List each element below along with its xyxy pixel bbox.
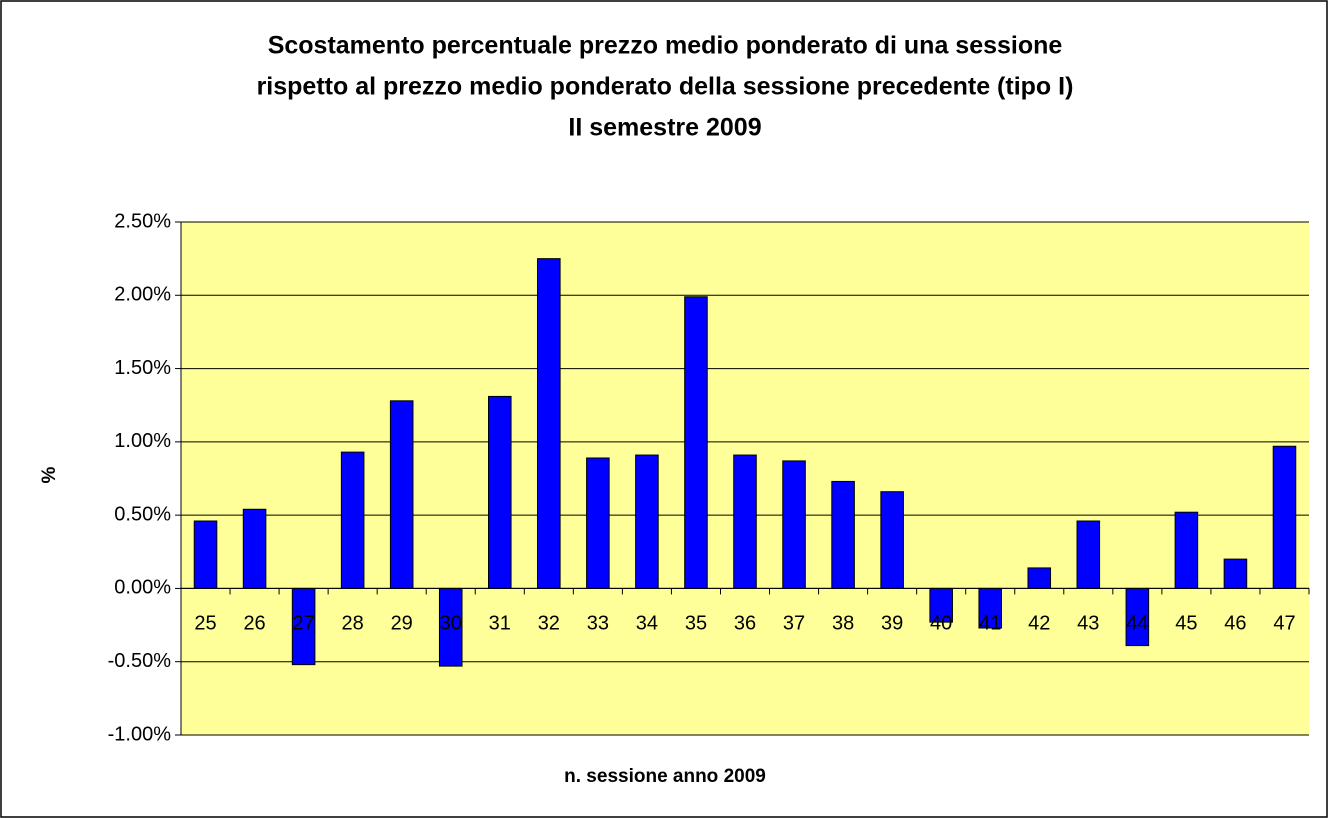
x-axis-title: n. sessione anno 2009 [564,766,766,787]
x-tick-label: 43 [1077,613,1099,635]
y-tick-label: -1.00% [108,723,172,745]
y-tick-label: 2.50% [114,210,171,232]
x-tick-label: 28 [342,613,364,635]
x-tick-label: 39 [881,613,903,635]
bar [782,460,806,589]
bar [389,400,414,589]
bar [1027,567,1052,589]
x-tick-label: 27 [292,613,314,635]
y-tick-label: 2.00% [114,284,171,306]
x-tick-label: 32 [538,613,560,635]
y-tick-label: -0.50% [108,650,172,672]
x-tick-label: 36 [734,613,756,635]
bar [537,258,561,589]
x-tick-label: 38 [832,613,854,635]
bar [831,480,855,589]
x-tick-label: 35 [685,613,707,635]
chart-title: Scostamento percentuale prezzo medio pon… [268,32,1063,60]
y-axis-title: % [39,466,60,483]
bar [340,451,365,589]
bar [1174,511,1199,589]
x-tick-label: 45 [1175,613,1197,635]
x-tick-label: 41 [979,613,1001,635]
x-tick-label: 31 [489,613,511,635]
x-tick-label: 30 [440,613,462,635]
x-tick-label: 29 [391,613,413,635]
bar [1223,558,1248,589]
bar [733,454,757,589]
x-tick-label: 33 [587,613,609,635]
bar [1076,520,1101,589]
y-tick-label: 1.00% [114,430,171,452]
bar [586,457,610,589]
bar [242,508,267,589]
x-tick-label: 46 [1224,613,1246,635]
y-tick-label: 0.00% [114,577,171,599]
x-tick-label: 40 [930,613,952,635]
bar [1272,445,1297,589]
bar [684,296,708,589]
bar [488,395,512,589]
x-tick-label: 37 [783,613,805,635]
bar [880,491,904,589]
x-tick-label: 26 [243,613,265,635]
bar [635,454,659,589]
y-tick-label: 0.50% [114,503,171,525]
chart-title: II semestre 2009 [568,114,761,142]
chart-title: rispetto al prezzo medio ponderato della… [257,73,1074,101]
x-tick-label: 34 [636,613,658,635]
bar [193,520,218,589]
x-tick-label: 47 [1273,613,1295,635]
x-tick-label: 25 [194,613,216,635]
x-tick-label: 42 [1028,613,1050,635]
y-tick-label: 1.50% [114,357,171,379]
x-tick-label: 44 [1126,613,1148,635]
